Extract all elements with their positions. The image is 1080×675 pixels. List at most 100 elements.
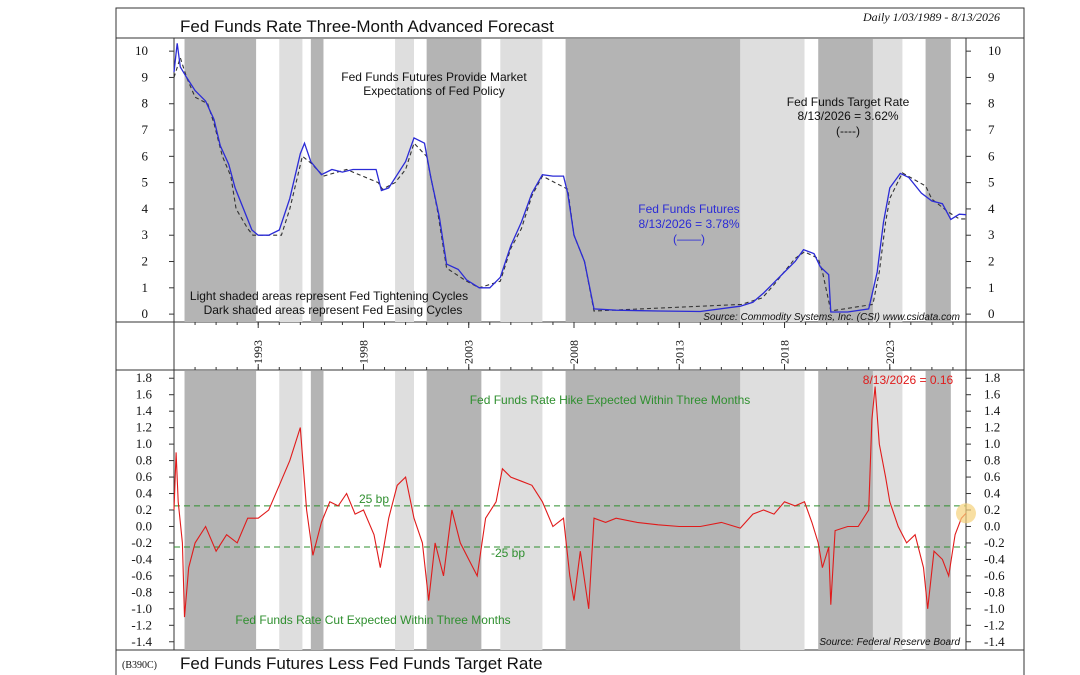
y-tick-label-left: 6 (142, 148, 149, 163)
x-tick-label: 2008 (567, 340, 581, 364)
tightening-band (500, 39, 543, 322)
chart-frame (115, 7, 1025, 675)
plus25-label: 25 bp (359, 492, 389, 506)
y-tick-label-right: 7 (988, 122, 995, 137)
y-tick-label-right: 3 (988, 227, 995, 242)
top-y-axis: 0 0 1 1 2 2 3 3 4 4 5 5 6 6 7 7 8 8 9 9 10 10 (135, 43, 1001, 321)
y-tick-label-left: -1.4 (131, 634, 152, 649)
y-tick-label-right: 1.6 (984, 387, 1001, 402)
y-tick-label-left: 1 (142, 280, 149, 295)
annotation-futures-provide-line2: Expectations of Fed Policy (363, 84, 504, 98)
y-tick-label-right: -0.8 (984, 584, 1005, 599)
chart-id: (B390C) (122, 660, 157, 671)
y-tick-label-left: -0.6 (131, 568, 152, 583)
cut-annotation: Fed Funds Rate Cut Expected Within Three… (235, 613, 510, 627)
y-tick-label-right: 0 (988, 306, 995, 321)
y-tick-label-left: 3 (142, 227, 149, 242)
bottom-source: Source: Federal Reserve Board (819, 637, 960, 648)
latest-spread-label: 8/13/2026 = 0.16 (863, 373, 954, 387)
y-tick-label-left: 0 (142, 306, 149, 321)
top-shading (184, 39, 951, 322)
top-title: Fed Funds Rate Three-Month Advanced Fore… (180, 17, 554, 36)
shade-light-note: Light shaded areas represent Fed Tighten… (190, 289, 468, 303)
x-tick-label: 2003 (462, 340, 476, 364)
tightening-band (500, 371, 543, 650)
y-tick-label-left: -1.2 (131, 617, 152, 632)
y-tick-label-right: 8 (988, 96, 995, 111)
y-tick-label-right: 4 (988, 201, 995, 216)
futures-line (173, 43, 967, 313)
y-tick-label-right: -1.4 (984, 634, 1005, 649)
top-source: Source: Commodity Systems, Inc. (CSI) ww… (703, 312, 960, 323)
y-tick-label-left: 1.2 (136, 420, 152, 435)
y-tick-label-right: 5 (988, 175, 995, 190)
easing-band (184, 39, 257, 322)
x-tick-label: 2018 (778, 340, 792, 364)
y-tick-label-right: -1.0 (984, 601, 1005, 616)
y-tick-label-right: 0.2 (984, 502, 1000, 517)
x-tick-label: 2013 (672, 340, 686, 364)
y-tick-label-right: 1.2 (984, 420, 1000, 435)
y-tick-label-left: 0.8 (136, 453, 152, 468)
tightening-band (279, 371, 303, 650)
tightening-band (740, 39, 805, 322)
target-rate-label: Fed Funds Target Rate (787, 95, 910, 109)
target-rate-line (173, 55, 966, 312)
easing-band (818, 39, 873, 322)
easing-band (925, 371, 951, 650)
easing-band (310, 39, 324, 322)
minus25-label: -25 bp (491, 546, 525, 560)
y-tick-label-right: -0.4 (984, 551, 1005, 566)
y-tick-label-left: 4 (142, 201, 149, 216)
x-tick-label: 1993 (251, 340, 265, 364)
y-tick-label-right: -0.2 (984, 535, 1005, 550)
spread-line (173, 386, 967, 618)
y-tick-label-right: 0.8 (984, 453, 1000, 468)
y-tick-label-right: -0.6 (984, 568, 1005, 583)
series-lines (173, 43, 967, 618)
y-tick-label-right: 2 (988, 254, 995, 269)
x-tick-label: 2023 (883, 340, 897, 364)
x-axis: 1993 1998 2003 2008 2013 2018 2023 (173, 322, 954, 370)
y-tick-label-left: 9 (142, 69, 149, 84)
y-tick-label-right: -1.2 (984, 617, 1005, 632)
bottom-y-axis: 1.8 1.81.6 1.61.4 1.41.2 1.21.0 1.00.8 0.80.6 0… (131, 370, 1005, 649)
easing-band (184, 371, 257, 650)
y-tick-label-right: 10 (988, 43, 1001, 58)
y-tick-label-left: 0.6 (136, 469, 153, 484)
shade-dark-note: Dark shaded areas represent Fed Easing C… (204, 303, 463, 317)
easing-band (818, 371, 873, 650)
y-tick-label-left: 1.0 (136, 436, 152, 451)
y-tick-label-right: 1.8 (984, 370, 1000, 385)
y-tick-label-right: 9 (988, 69, 995, 84)
x-tick-label: 1998 (356, 340, 370, 364)
y-tick-label-right: 1 (988, 280, 995, 295)
target-rate-value: 8/13/2026 = 3.62% (797, 109, 898, 123)
y-tick-label-right: 0.4 (984, 486, 1001, 501)
easing-band (925, 39, 951, 322)
tightening-band (872, 39, 903, 322)
latest-value-highlight (956, 503, 976, 524)
y-tick-label-left: -1.0 (131, 601, 152, 616)
y-tick-label-right: 0.0 (984, 518, 1000, 533)
y-tick-label-left: 0.4 (136, 486, 153, 501)
y-tick-label-right: 6 (988, 148, 995, 163)
y-tick-label-left: 10 (135, 43, 148, 58)
y-tick-label-right: 1.4 (984, 403, 1001, 418)
y-tick-label-left: 2 (142, 254, 149, 269)
y-tick-label-left: -0.4 (131, 551, 152, 566)
annotation-futures-provide-line1: Fed Funds Futures Provide Market (341, 70, 527, 84)
futures-key: (——) (673, 232, 705, 246)
easing-band (426, 39, 482, 322)
y-tick-label-right: 1.0 (984, 436, 1000, 451)
easing-band (426, 371, 482, 650)
target-rate-key: (----) (836, 124, 860, 138)
y-tick-label-left: -0.8 (131, 584, 152, 599)
tightening-band (395, 39, 414, 322)
y-tick-label-left: 0.0 (136, 518, 152, 533)
y-tick-label-left: 0.2 (136, 502, 152, 517)
bottom-shading (184, 371, 951, 650)
y-tick-label-left: 1.8 (136, 370, 152, 385)
tightening-band (395, 371, 414, 650)
